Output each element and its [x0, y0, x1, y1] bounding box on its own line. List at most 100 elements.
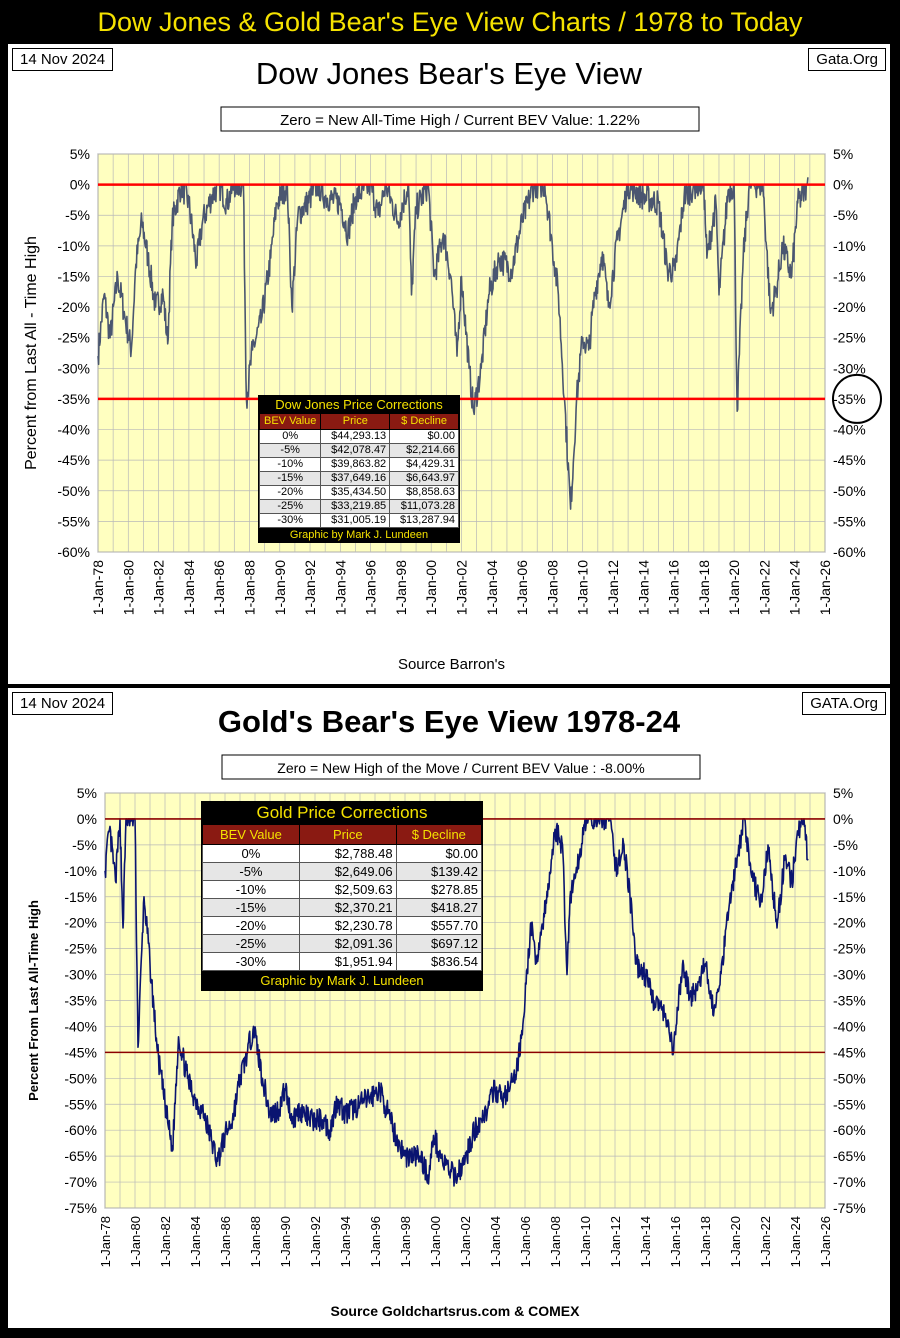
gold-date-label: 14 Nov 2024 — [12, 692, 114, 715]
gold-corrections-row: -5% $2,649.06 $139.42 — [202, 862, 483, 881]
dow-xtick: 1-Jan-08 — [544, 560, 560, 615]
dow-ytick-right: -30% — [833, 360, 866, 376]
gold-xtick: 1-Jan-10 — [578, 1216, 593, 1267]
dow-ytick-left: -15% — [57, 268, 90, 284]
gold-ytick-right: -40% — [833, 1018, 866, 1034]
gold-xtick: 1-Jan-06 — [518, 1216, 533, 1267]
gold-xtick: 1-Jan-94 — [338, 1216, 353, 1267]
dow-xtick: 1-Jan-92 — [302, 560, 318, 615]
dow-chart-svg: 5% 5%0% 0%-5% -5%-10% -10%-15% -15%-20% -20%-2… — [23, 106, 882, 673]
gold-corrections-row: -25% $2,091.36 $697.12 — [202, 934, 483, 953]
gold-ytick-left: -25% — [64, 941, 97, 957]
dow-xtick: 1-Jan-96 — [363, 560, 379, 615]
dow-xtick: 1-Jan-24 — [787, 560, 803, 615]
gold-ytick-right: -15% — [833, 889, 866, 905]
dow-ytick-left: -55% — [57, 513, 90, 529]
gold-ytick-left: -55% — [64, 1096, 97, 1112]
gold-cell-price: $2,370.21 — [298, 898, 397, 917]
dow-ytick-right: -55% — [833, 513, 866, 529]
gold-xtick: 1-Jan-24 — [788, 1216, 803, 1267]
gold-x-axis-label: Source Goldchartsrus.com & COMEX — [331, 1303, 581, 1319]
dow-ytick-right: -10% — [833, 238, 866, 254]
gold-ytick-right: 5% — [833, 785, 853, 801]
gold-cell-decline: $557.70 — [395, 916, 483, 935]
gold-ytick-left: -30% — [64, 967, 97, 983]
gold-ytick-left: -40% — [64, 1018, 97, 1034]
gold-xtick: 1-Jan-82 — [158, 1216, 173, 1267]
dow-ytick-left: -30% — [57, 360, 90, 376]
gold-ytick-left: -60% — [64, 1122, 97, 1138]
dow-site-label: Gata.Org — [808, 48, 886, 71]
dow-xtick: 1-Jan-06 — [514, 560, 530, 615]
dow-ytick-right: -20% — [833, 299, 866, 315]
gold-cell-bev: 0% — [202, 844, 300, 863]
dow-corrections-row: -25% $33,219.85 $11,073.28 — [258, 499, 459, 514]
gold-cell-decline: $697.12 — [395, 934, 483, 953]
gold-ytick-right: -65% — [833, 1148, 866, 1164]
gold-ytick-left: -70% — [64, 1174, 97, 1190]
gold-ytick-left: -5% — [72, 837, 97, 853]
dow-xtick: 1-Jan-04 — [484, 560, 500, 615]
gold-xtick: 1-Jan-12 — [608, 1216, 623, 1267]
dow-corrections-row: -10% $39,863.82 $4,429.31 — [258, 457, 459, 472]
gold-cell-price: $2,788.48 — [298, 844, 397, 863]
dow-y-axis-label: Percent from Last All - Time High — [23, 236, 40, 470]
dow-xtick: 1-Jan-22 — [756, 560, 772, 615]
dow-ytick-left: -50% — [57, 483, 90, 499]
gold-subtitle: Zero = New High of the Move / Current BE… — [277, 760, 644, 776]
dow-ytick-right: -5% — [833, 207, 858, 223]
gold-xtick: 1-Jan-20 — [728, 1216, 743, 1267]
dow-col-bev: BEV Value — [258, 413, 322, 430]
dow-cell-price: $33,219.85 — [320, 499, 391, 514]
gold-y-axis-label: Percent From Last All-Time High — [26, 900, 41, 1101]
gold-chart-title: Gold's Bear's Eye View 1978-24 — [217, 704, 681, 739]
gold-cell-decline: $418.27 — [395, 898, 483, 917]
dow-cell-decline: $11,073.28 — [389, 499, 459, 514]
dow-ytick-right: -15% — [833, 268, 866, 284]
gold-ytick-left: -35% — [64, 993, 97, 1009]
gold-corrections-table: Gold Price Corrections BEV Value Price $… — [201, 801, 483, 991]
gold-ytick-right: -70% — [833, 1174, 866, 1190]
gold-cell-bev: -5% — [202, 862, 300, 881]
dow-xtick: 1-Jan-10 — [575, 560, 591, 615]
gold-ytick-right: -55% — [833, 1096, 866, 1112]
gold-corrections-row: 0% $2,788.48 $0.00 — [202, 844, 483, 863]
gold-cell-decline: $278.85 — [395, 880, 483, 899]
dow-cell-decline: $8,858.63 — [389, 485, 459, 500]
gold-xtick: 1-Jan-80 — [128, 1216, 143, 1267]
dow-circle-marker — [832, 373, 882, 424]
gold-cell-price: $2,509.63 — [298, 880, 397, 899]
dow-xtick: 1-Jan-02 — [454, 560, 470, 615]
gold-xtick: 1-Jan-22 — [758, 1216, 773, 1267]
gold-xtick: 1-Jan-92 — [308, 1216, 323, 1267]
dow-xtick: 1-Jan-16 — [666, 560, 682, 615]
gold-cell-price: $1,951.94 — [298, 952, 397, 971]
dow-ytick-left: -10% — [57, 238, 90, 254]
gold-ytick-left: -10% — [64, 863, 97, 879]
dow-cell-decline: $0.00 — [389, 429, 459, 444]
dow-xtick: 1-Jan-90 — [272, 560, 288, 615]
dow-ytick-left: -45% — [57, 452, 90, 468]
dow-cell-bev: -10% — [258, 457, 322, 472]
gold-xtick: 1-Jan-16 — [668, 1216, 683, 1267]
gold-xtick: 1-Jan-98 — [398, 1216, 413, 1267]
gold-corrections-row: -10% $2,509.63 $278.85 — [202, 880, 483, 899]
gold-xtick: 1-Jan-78 — [98, 1216, 113, 1267]
dow-ytick-right: -40% — [833, 422, 866, 438]
gold-ytick-right: -5% — [833, 837, 858, 853]
dow-ytick-left: -5% — [65, 207, 90, 223]
dow-corrections-credit: Graphic by Mark J. Lundeen — [289, 529, 429, 541]
dow-xtick: 1-Jan-94 — [332, 560, 348, 615]
dow-ytick-right: -50% — [833, 483, 866, 499]
dow-xtick: 1-Jan-26 — [817, 560, 833, 615]
gold-xtick: 1-Jan-26 — [818, 1216, 833, 1267]
dow-ytick-right: 5% — [833, 146, 853, 162]
dow-cell-decline: $4,429.31 — [389, 457, 459, 472]
gold-corrections-row: -20% $2,230.78 $557.70 — [202, 916, 483, 935]
dow-ytick-left: -35% — [57, 391, 90, 407]
gold-cell-bev: -15% — [202, 898, 300, 917]
dow-ytick-left: -20% — [57, 299, 90, 315]
dow-cell-bev: -30% — [258, 513, 322, 528]
gold-cell-decline: $836.54 — [395, 952, 483, 971]
gold-ytick-right: -75% — [833, 1200, 866, 1216]
